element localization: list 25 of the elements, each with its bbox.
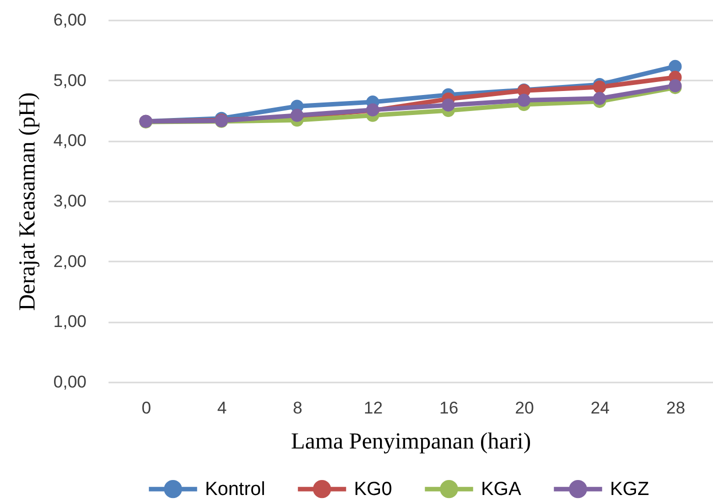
y-tick-label: 4,00 <box>53 131 86 150</box>
point <box>593 92 606 105</box>
x-tick-label: 8 <box>292 398 302 418</box>
point <box>442 98 455 112</box>
x-tick-label: 0 <box>142 398 152 418</box>
point <box>517 94 530 107</box>
y-tick-label: 1,00 <box>53 312 86 332</box>
x-tick-label: 4 <box>217 398 227 418</box>
y-tick-label: 3,00 <box>53 192 86 210</box>
legend-label: Kontrol <box>205 479 266 500</box>
legend-label: KGA <box>481 479 522 500</box>
y-tick-label: 6,00 <box>53 10 86 30</box>
x-tick-label: 12 <box>364 398 383 418</box>
legend-label: KG0 <box>354 479 392 500</box>
x-tick-label: 28 <box>666 398 686 418</box>
legend-label: KGZ <box>610 479 650 500</box>
x-tick-label: 24 <box>590 398 610 418</box>
y-tick-label: 0,00 <box>53 372 86 392</box>
y-axis-title: Derajat Keasaman (pH) <box>14 92 40 311</box>
x-axis-title: Lama Penyimpanan (hari) <box>290 428 532 454</box>
point <box>668 60 682 73</box>
y-tick-label: 5,00 <box>53 70 86 90</box>
x-tick-label: 16 <box>439 398 458 418</box>
y-tick-label: 2,00 <box>53 252 86 271</box>
x-tick-label: 20 <box>514 398 534 418</box>
